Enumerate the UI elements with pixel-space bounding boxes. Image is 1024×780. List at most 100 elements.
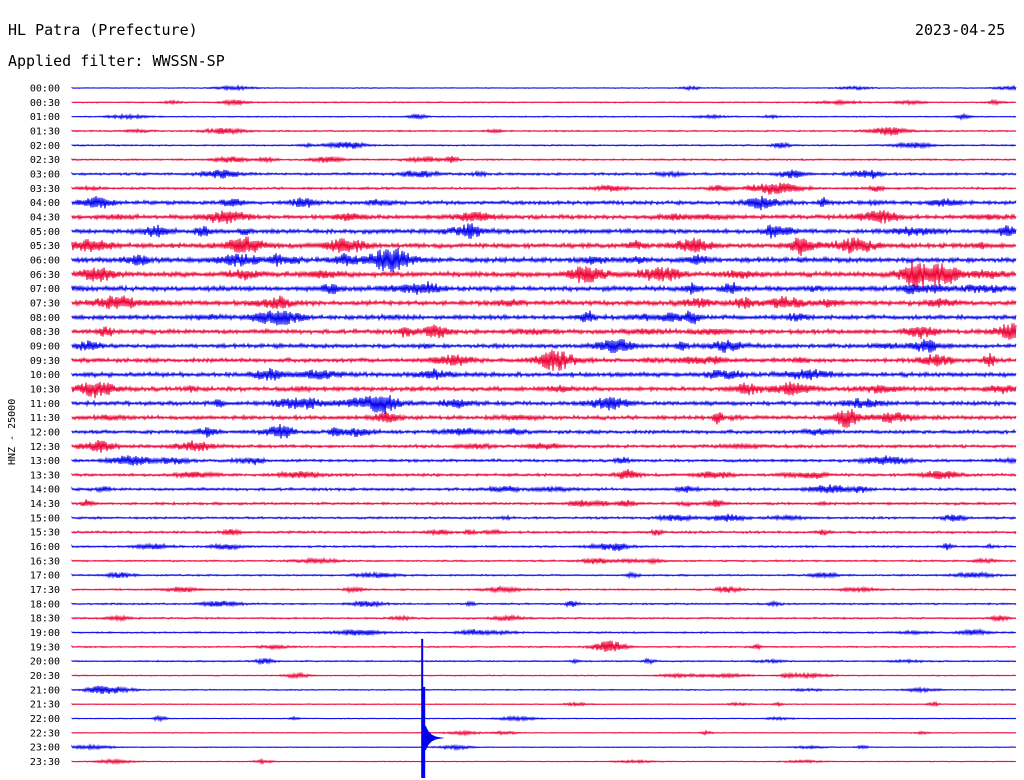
- trace-0700: [71, 281, 1017, 295]
- trace-0030: [71, 98, 1017, 107]
- trace-1000: [71, 367, 1017, 381]
- earthquake-event-spike: [421, 638, 444, 778]
- trace-0600: [71, 248, 1017, 273]
- time-tick-1030: 10:30: [30, 384, 60, 395]
- time-tick-0900: 09:00: [30, 341, 60, 352]
- time-tick-0100: 01:00: [30, 112, 60, 123]
- time-tick-0400: 04:00: [30, 198, 60, 209]
- time-tick-2100: 21:00: [30, 685, 60, 696]
- channel-label: HNZ - 25000: [7, 399, 18, 465]
- trace-0000: [71, 84, 1017, 92]
- time-tick-1500: 15:00: [30, 513, 60, 524]
- time-tick-1200: 12:00: [30, 427, 60, 438]
- trace-2300: [71, 743, 1017, 752]
- time-tick-0930: 09:30: [30, 356, 60, 367]
- time-tick-1830: 18:30: [30, 614, 60, 625]
- time-tick-1800: 18:00: [30, 599, 60, 610]
- trace-2230: [71, 729, 1017, 737]
- trace-1300: [71, 455, 1017, 466]
- trace-1700: [71, 570, 1017, 580]
- trace-0900: [71, 339, 1017, 354]
- time-tick-2000: 20:00: [30, 657, 60, 668]
- trace-2000: [71, 657, 1017, 666]
- time-tick-0430: 04:30: [30, 212, 60, 223]
- trace-1800: [71, 599, 1017, 609]
- time-tick-1000: 10:00: [30, 370, 60, 381]
- trace-0200: [71, 141, 1017, 150]
- seismic-traces: [71, 84, 1017, 778]
- trace-1830: [71, 613, 1017, 623]
- trace-0800: [71, 310, 1017, 326]
- trace-0130: [71, 127, 1017, 136]
- time-tick-2330: 23:30: [30, 757, 60, 768]
- trace-0630: [71, 261, 1017, 288]
- trace-2100: [71, 685, 1017, 694]
- time-tick-1930: 19:30: [30, 642, 60, 653]
- filter-label: Applied filter: WWSSN-SP: [8, 52, 225, 70]
- time-tick-0130: 01:30: [30, 126, 60, 137]
- trace-0530: [71, 236, 1017, 257]
- time-tick-0630: 06:30: [30, 270, 60, 281]
- trace-1430: [71, 499, 1017, 508]
- time-tick-1400: 14:00: [30, 485, 60, 496]
- time-tick-2130: 21:30: [30, 700, 60, 711]
- trace-1330: [71, 469, 1017, 480]
- time-tick-2030: 20:30: [30, 671, 60, 682]
- time-tick-1230: 12:30: [30, 442, 60, 453]
- time-tick-0330: 03:30: [30, 184, 60, 195]
- time-tick-1630: 16:30: [30, 556, 60, 567]
- time-tick-0830: 08:30: [30, 327, 60, 338]
- time-tick-0600: 06:00: [30, 255, 60, 266]
- date-label: 2023-04-25: [915, 21, 1006, 39]
- time-tick-1730: 17:30: [30, 585, 60, 596]
- time-tick-0030: 00:30: [30, 98, 60, 109]
- trace-1600: [71, 542, 1017, 552]
- trace-1730: [71, 584, 1017, 594]
- trace-1530: [71, 528, 1017, 537]
- trace-1230: [71, 439, 1017, 453]
- trace-1400: [71, 484, 1017, 494]
- time-tick-0300: 03:00: [30, 169, 60, 180]
- trace-1930: [71, 640, 1017, 652]
- trace-2200: [71, 714, 1017, 723]
- time-tick-0730: 07:30: [30, 298, 60, 309]
- trace-0930: [71, 349, 1017, 371]
- trace-1130: [71, 408, 1017, 428]
- trace-2130: [71, 700, 1017, 708]
- time-tick-1700: 17:00: [30, 571, 60, 582]
- time-tick-1300: 13:00: [30, 456, 60, 467]
- trace-1200: [71, 424, 1017, 439]
- time-tick-1100: 11:00: [30, 399, 60, 410]
- time-tick-0530: 05:30: [30, 241, 60, 252]
- time-tick-2300: 23:00: [30, 743, 60, 754]
- time-tick-1600: 16:00: [30, 542, 60, 553]
- trace-0330: [71, 182, 1017, 195]
- trace-1100: [71, 395, 1017, 415]
- time-tick-0700: 07:00: [30, 284, 60, 295]
- time-tick-1430: 14:30: [30, 499, 60, 510]
- time-tick-1900: 19:00: [30, 628, 60, 639]
- time-tick-0230: 02:30: [30, 155, 60, 166]
- trace-1030: [71, 381, 1017, 399]
- trace-2030: [71, 671, 1017, 680]
- trace-0100: [71, 112, 1017, 121]
- trace-1900: [71, 627, 1017, 637]
- time-tick-0800: 08:00: [30, 313, 60, 324]
- trace-0230: [71, 155, 1017, 164]
- time-tick-2200: 22:00: [30, 714, 60, 725]
- time-tick-1330: 13:30: [30, 470, 60, 481]
- station-title: HL Patra (Prefecture): [8, 21, 198, 39]
- trace-0300: [71, 169, 1017, 180]
- trace-0730: [71, 295, 1017, 310]
- trace-1630: [71, 556, 1017, 566]
- time-tick-1130: 11:30: [30, 413, 60, 424]
- trace-0500: [71, 223, 1017, 240]
- trace-0400: [71, 195, 1017, 211]
- time-tick-1530: 15:30: [30, 528, 60, 539]
- time-tick-0000: 00:00: [30, 84, 60, 95]
- time-tick-0500: 05:00: [30, 227, 60, 238]
- time-tick-2230: 22:30: [30, 728, 60, 739]
- trace-1500: [71, 513, 1017, 523]
- trace-0830: [71, 323, 1017, 340]
